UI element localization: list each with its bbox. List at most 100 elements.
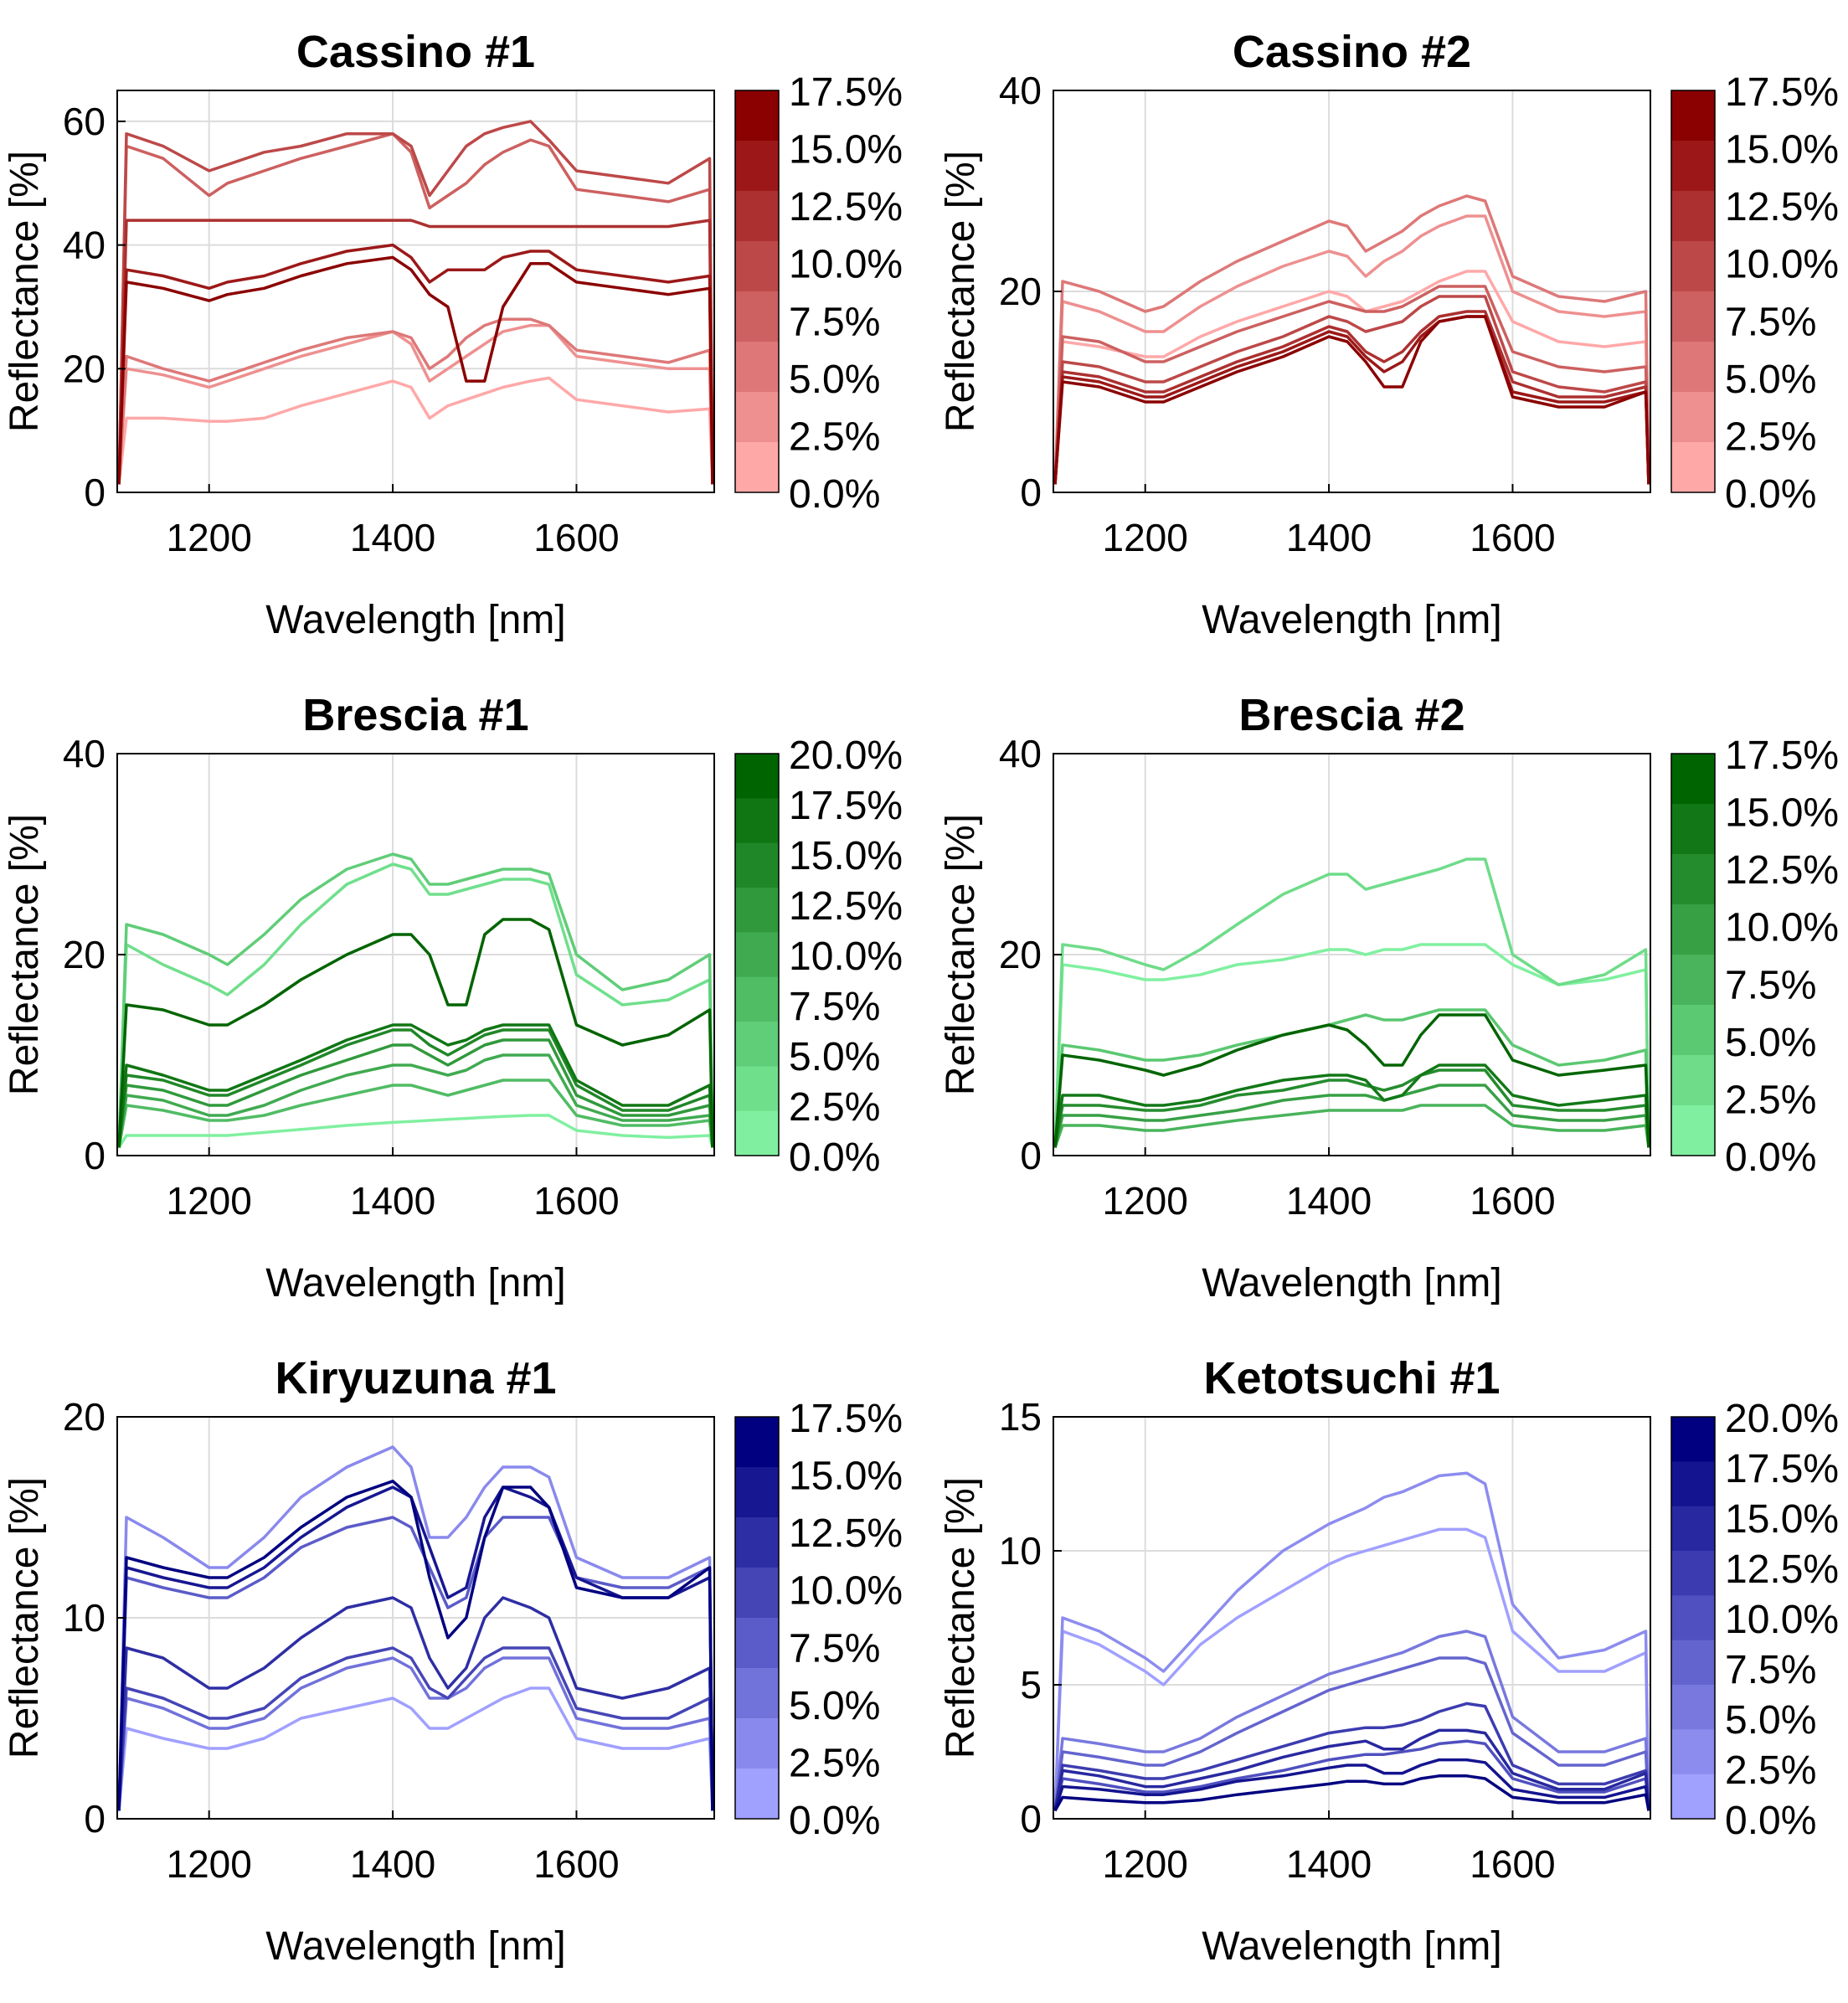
x-tick-label: 1400 — [1286, 1179, 1372, 1223]
y-tick-label: 10 — [63, 1596, 106, 1640]
colorbar-segment — [1671, 342, 1715, 393]
series-line-0.0% — [117, 1686, 714, 1811]
y-tick-label: 0 — [84, 1134, 106, 1177]
colorbar-segment — [735, 141, 779, 192]
series-line-0.0% — [117, 376, 714, 485]
series-line-0.0% — [1053, 1527, 1650, 1811]
x-tick-label: 1400 — [350, 516, 435, 559]
panel-title: Brescia #2 — [1238, 690, 1465, 740]
series-line-0.0% — [1053, 943, 1650, 1148]
panel-title: Ketotsuchi #1 — [1203, 1353, 1500, 1403]
series-line-20.0% — [1053, 1774, 1650, 1812]
colorbar-label: 7.5% — [1725, 1648, 1816, 1692]
colorbar-segment — [735, 1467, 779, 1518]
colorbar-label: 10.0% — [1725, 1598, 1839, 1642]
colorbar-segment — [735, 1668, 779, 1719]
colorbar-label: 5.0% — [1725, 1698, 1816, 1743]
colorbar-segment — [1671, 1506, 1715, 1552]
y-tick-label: 0 — [1020, 1797, 1042, 1841]
colorbar-label: 15.0% — [1725, 1497, 1839, 1542]
colorbar-label: 7.5% — [789, 1626, 880, 1671]
series-line-12.5% — [1053, 1068, 1650, 1148]
colorbar-label: 5.0% — [789, 1035, 880, 1079]
series-line-12.5% — [1053, 310, 1650, 485]
y-axis-label: Reflectance [%] — [939, 814, 983, 1095]
colorbar-segment — [1671, 804, 1715, 855]
x-tick-label: 1200 — [167, 1842, 252, 1886]
colorbar-segment — [1671, 1774, 1715, 1820]
colorbar-label: 2.5% — [1725, 1078, 1816, 1122]
colorbar-frame — [734, 90, 780, 493]
colorbar-segment — [1671, 1055, 1715, 1106]
series-line-10.0% — [1053, 1084, 1650, 1148]
colorbar-label: 0.0% — [789, 1799, 880, 1843]
series-line-2.5% — [117, 1445, 714, 1811]
colorbar-label: 12.5% — [1725, 848, 1839, 893]
colorbar-label: 7.5% — [789, 985, 880, 1029]
y-tick-label: 20 — [63, 347, 106, 390]
plot-area — [117, 90, 714, 492]
colorbar-segment — [1671, 392, 1715, 443]
colorbar-label: 17.5% — [1725, 734, 1839, 778]
colorbar-segment — [1671, 90, 1715, 142]
colorbar-label: 10.0% — [1725, 906, 1839, 950]
colorbar-segment — [1671, 1461, 1715, 1507]
y-axis-label: Reflectance [%] — [3, 1477, 47, 1758]
series-line-2.5% — [1053, 1471, 1650, 1811]
y-axis-label: Reflectance [%] — [3, 814, 47, 1095]
x-tick-label: 1400 — [350, 1179, 435, 1223]
colorbar-label: 7.5% — [1725, 300, 1816, 344]
series-line-20.0% — [117, 918, 714, 1148]
colorbar-segment — [735, 842, 779, 888]
series-line-17.5% — [117, 1023, 714, 1148]
x-axis-label: Wavelength [nm] — [1202, 1924, 1501, 1969]
colorbar-label: 7.5% — [1725, 963, 1816, 1007]
colorbar-segment — [735, 442, 779, 493]
colorbar-segment — [735, 191, 779, 242]
x-tick-label: 1400 — [1286, 516, 1372, 559]
colorbar-segment — [1671, 1729, 1715, 1775]
series-line-15.0% — [117, 1028, 714, 1148]
colorbar-segment — [735, 1066, 779, 1112]
colorbar-label: 17.5% — [1725, 70, 1839, 115]
colorbar-segment — [735, 1417, 779, 1468]
axes-box — [116, 90, 715, 493]
x-axis-label: Wavelength [nm] — [1202, 1261, 1501, 1305]
series-line-5.0% — [1053, 1630, 1650, 1811]
colorbar-label: 17.5% — [789, 70, 903, 115]
panel-6: 1200 1400 1600 0 5 10 15 Ketotsuchi #1 Wavelengt… — [939, 1353, 1839, 1969]
colorbar-segment — [1671, 1551, 1715, 1596]
axes-box — [1053, 1416, 1651, 1820]
panel-5: 1200 1400 1600 0 10 20 Kiryuzuna #1 Wavelength … — [3, 1353, 903, 1969]
y-tick-label: 0 — [84, 1797, 106, 1841]
colorbar-frame — [734, 753, 780, 1156]
colorbar-label: 20.0% — [789, 734, 903, 778]
series-line-7.5% — [1053, 1104, 1650, 1148]
series-line-5.0% — [117, 852, 714, 1148]
series-line-5.0% — [117, 1656, 714, 1811]
panel-2: 1200 1400 1600 0 20 40 Cassino #2 Wavelength [n… — [939, 27, 1839, 642]
colorbar-label: 12.5% — [789, 1511, 903, 1556]
y-axis-label: Reflectance [%] — [939, 1477, 983, 1758]
series-line-17.5% — [1053, 1013, 1650, 1148]
colorbar-segment — [735, 1022, 779, 1067]
y-tick-label: 10 — [999, 1529, 1042, 1573]
series-line-17.5% — [117, 1480, 714, 1811]
colorbar-label: 0.0% — [789, 1135, 880, 1180]
x-tick-label: 1200 — [1103, 1842, 1188, 1886]
series-line-15.0% — [1053, 315, 1650, 485]
colorbar-label: 7.5% — [789, 300, 880, 344]
colorbar-segment — [1671, 1005, 1715, 1056]
x-tick-label: 1200 — [167, 1179, 252, 1223]
series-line-5.0% — [1053, 194, 1650, 485]
colorbar-segment — [735, 932, 779, 978]
series-line-10.0% — [117, 120, 714, 485]
y-axis-label: Reflectance [%] — [939, 151, 983, 432]
colorbar-frame — [734, 1416, 780, 1820]
series-group — [1053, 857, 1650, 1148]
colorbar-label: 17.5% — [789, 1397, 903, 1441]
series-line-0.0% — [117, 1114, 714, 1149]
colorbar-segment — [735, 1517, 779, 1568]
colorbar-label: 12.5% — [789, 884, 903, 929]
